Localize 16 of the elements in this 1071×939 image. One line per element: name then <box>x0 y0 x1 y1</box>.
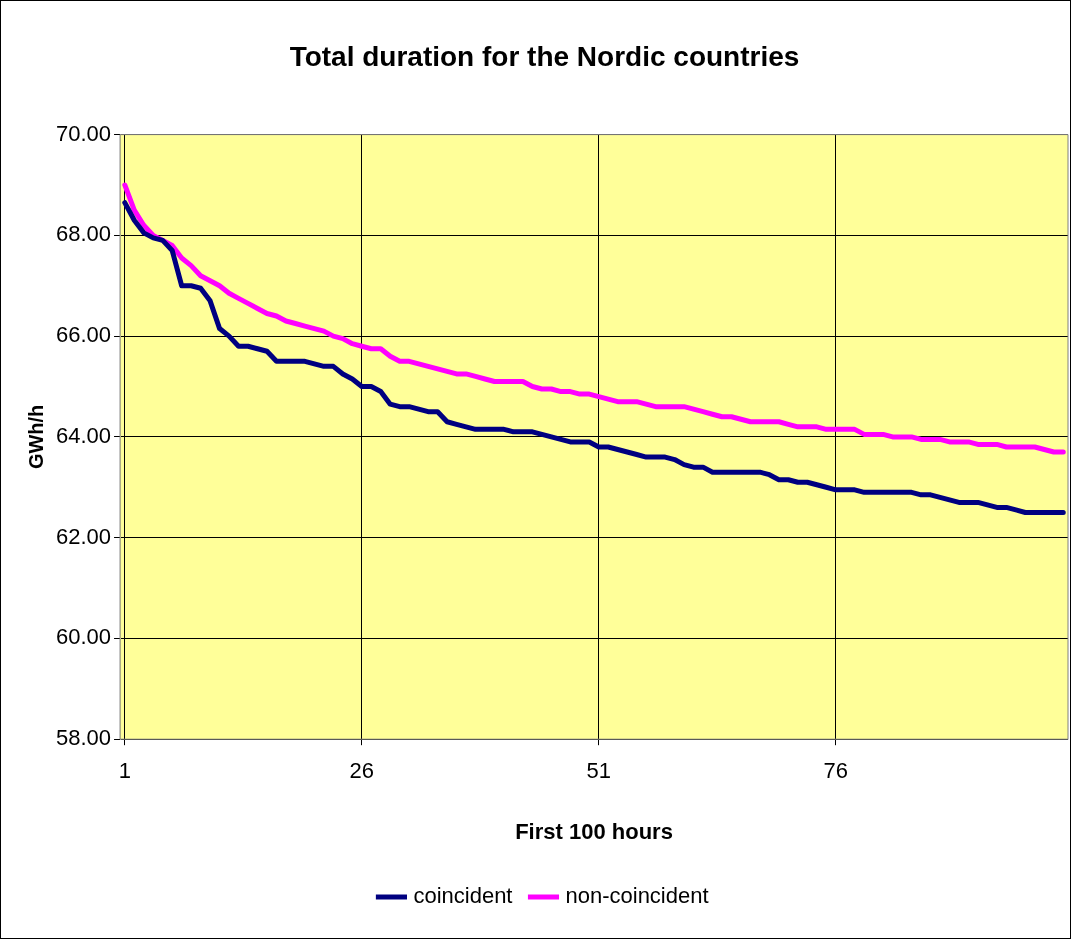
y-tick-label: 62.00 <box>55 523 112 549</box>
x-tick-label: 76 <box>823 758 848 784</box>
y-tick-label: 70.00 <box>55 120 112 146</box>
x-axis-title: First 100 hours <box>515 818 673 844</box>
legend-label: non-coincident <box>565 883 709 909</box>
legend-label: coincident <box>413 883 513 909</box>
y-tick-label: 60.00 <box>55 624 112 650</box>
x-tick-label: 1 <box>118 758 131 784</box>
y-tick-label: 64.00 <box>55 422 112 448</box>
y-axis-title: GWh/h <box>24 404 47 470</box>
x-tick-label: 26 <box>349 758 375 784</box>
y-tick-label: 58.00 <box>55 725 112 751</box>
x-tick-label: 51 <box>586 758 612 784</box>
chart-title: Total duration for the Nordic countries <box>289 40 800 72</box>
y-tick-label: 68.00 <box>55 221 112 247</box>
y-tick-label: 66.00 <box>55 322 112 348</box>
